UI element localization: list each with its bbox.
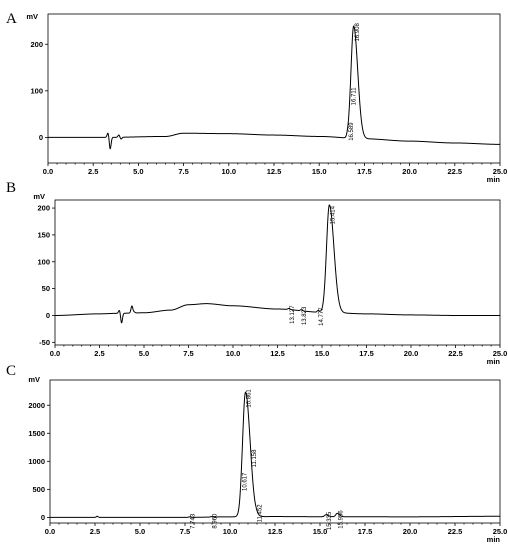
panel-b-plot-frame — [54, 199, 501, 346]
panel-b-y-tick-label: 0 — [46, 311, 50, 320]
panel-a-peak-label: 16.589 — [349, 122, 355, 141]
panel-a-x-tick-label: 15.0 — [312, 167, 327, 176]
chromatogram-panel-b: BmV 0.0 2.5 5.0 7.5 10.0 12.5 15.0 17.5 20.0 22.5 2… — [6, 180, 507, 366]
panel-c-trace — [50, 391, 500, 518]
panel-b-peak-label: 13.127 — [290, 305, 296, 324]
panel-b-trace — [55, 204, 500, 324]
panel-a-x-tick-label: 5.0 — [133, 167, 143, 176]
panel-b-x-tick-label: 12.5 — [270, 349, 285, 358]
panel-c-x-tick-label: 2.5 — [90, 527, 100, 536]
panel-b-peak-label: 14.777 — [319, 307, 325, 326]
panel-b-x-tick-label: 10.0 — [226, 349, 241, 358]
panel-c-x-tick-label: 17.5 — [358, 527, 373, 536]
panel-a-x-tick-label: 10.0 — [221, 167, 236, 176]
panel-c-peak-label: 15.335 — [327, 511, 333, 530]
panel-b-x-tick-label: 15.0 — [315, 349, 330, 358]
panel-a-x-tick-label: 17.5 — [357, 167, 372, 176]
panel-c-ylabel: mV — [28, 375, 40, 384]
panel-b-x-tick-label: 20.0 — [404, 349, 419, 358]
panel-c-y-tick-label: 500 — [32, 485, 45, 494]
panel-b-peak-label: 15.414 — [331, 205, 337, 224]
panel-b-y-tick-label: 50 — [42, 284, 50, 293]
panel-c-y-tick-label: 2000 — [28, 401, 45, 410]
panel-c-x-tick-label: 7.5 — [180, 527, 190, 536]
panel-a-x-tick-label: 7.5 — [178, 167, 188, 176]
panel-c-peak-label: 11.452 — [257, 504, 263, 523]
panel-b-peak-label: 13.823 — [302, 306, 308, 325]
panel-a-xlabel: min — [487, 175, 501, 184]
panel-c-y-tick-label: 1000 — [28, 457, 45, 466]
panel-c-y-tick-label: 1500 — [28, 429, 45, 438]
panel-c-x-tick-label: 22.5 — [448, 527, 463, 536]
panel-c-x-tick-label: 12.5 — [268, 527, 283, 536]
panel-b-y-tick-label: 150 — [37, 231, 50, 240]
panel-b-y-tick-label: 100 — [37, 257, 50, 266]
panel-a-ylabel: mV — [26, 12, 38, 21]
panel-b-x-tick-label: 0.0 — [50, 349, 60, 358]
panel-b-x-tick-label: 22.5 — [448, 349, 463, 358]
panel-c-x-tick-label: 15.0 — [313, 527, 328, 536]
panel-a-peak-label: 16.711 — [351, 87, 357, 106]
panel-a-y-tick-label: 0 — [39, 133, 43, 142]
panel-a-letter: A — [6, 11, 17, 27]
panel-b-x-tick-label: 7.5 — [183, 349, 193, 358]
panel-c-peak-label: 7.743 — [191, 513, 197, 529]
panel-c-plot-frame — [49, 379, 501, 524]
panel-a-x-tick-label: 2.5 — [88, 167, 98, 176]
panel-a-peak-label: 16.908 — [355, 22, 361, 41]
panel-b-x-tick-label: 25.0 — [493, 349, 508, 358]
panel-b-ylabel: mV — [33, 192, 45, 201]
panel-a-trace — [48, 25, 501, 150]
panel-a-x-tick-label: 0.0 — [43, 167, 53, 176]
chromatogram-panel-c: CmV 0.0 2.5 5.0 7.5 10.0 12.5 15.0 17.5 20.0 22.5 2… — [6, 363, 507, 544]
panel-b-y-tick-label: -50 — [39, 338, 50, 347]
panel-c-peak-label: 10.861 — [247, 389, 253, 408]
panel-b-x-tick-label: 5.0 — [139, 349, 149, 358]
panel-c-x-tick-label: 5.0 — [135, 527, 145, 536]
panel-c-xlabel: min — [487, 535, 501, 544]
panel-c-x-tick-label: 20.0 — [403, 527, 418, 536]
panel-c-x-tick-label: 0.0 — [45, 527, 55, 536]
panel-a-x-tick-label: 25.0 — [493, 167, 508, 176]
panel-a-x-tick-label: 22.5 — [447, 167, 462, 176]
panel-c-peak-label: 15.956 — [338, 510, 344, 529]
panel-c-peak-label: 10.617 — [242, 472, 248, 491]
panel-c-peak-label: 11.158 — [252, 449, 258, 468]
panel-c-y-tick-label: 0 — [41, 513, 45, 522]
panel-b-y-tick-label: 200 — [37, 204, 50, 213]
panel-c-letter: C — [6, 363, 16, 379]
panel-a-plot-frame — [47, 13, 501, 164]
panel-a-x-tick-label: 20.0 — [402, 167, 417, 176]
panel-b-x-tick-label: 17.5 — [359, 349, 374, 358]
panel-b-xlabel: min — [487, 357, 501, 366]
panel-b-x-tick-label: 2.5 — [94, 349, 104, 358]
panel-a-y-tick-label: 100 — [30, 86, 43, 95]
panel-c-peak-label: 8.960 — [212, 513, 218, 529]
panel-a-x-tick-label: 12.5 — [267, 167, 282, 176]
panel-c-x-tick-label: 10.0 — [223, 527, 238, 536]
panel-c-x-tick-label: 25.0 — [493, 527, 508, 536]
panel-b-letter: B — [6, 180, 16, 196]
panel-a-y-tick-label: 200 — [30, 40, 43, 49]
